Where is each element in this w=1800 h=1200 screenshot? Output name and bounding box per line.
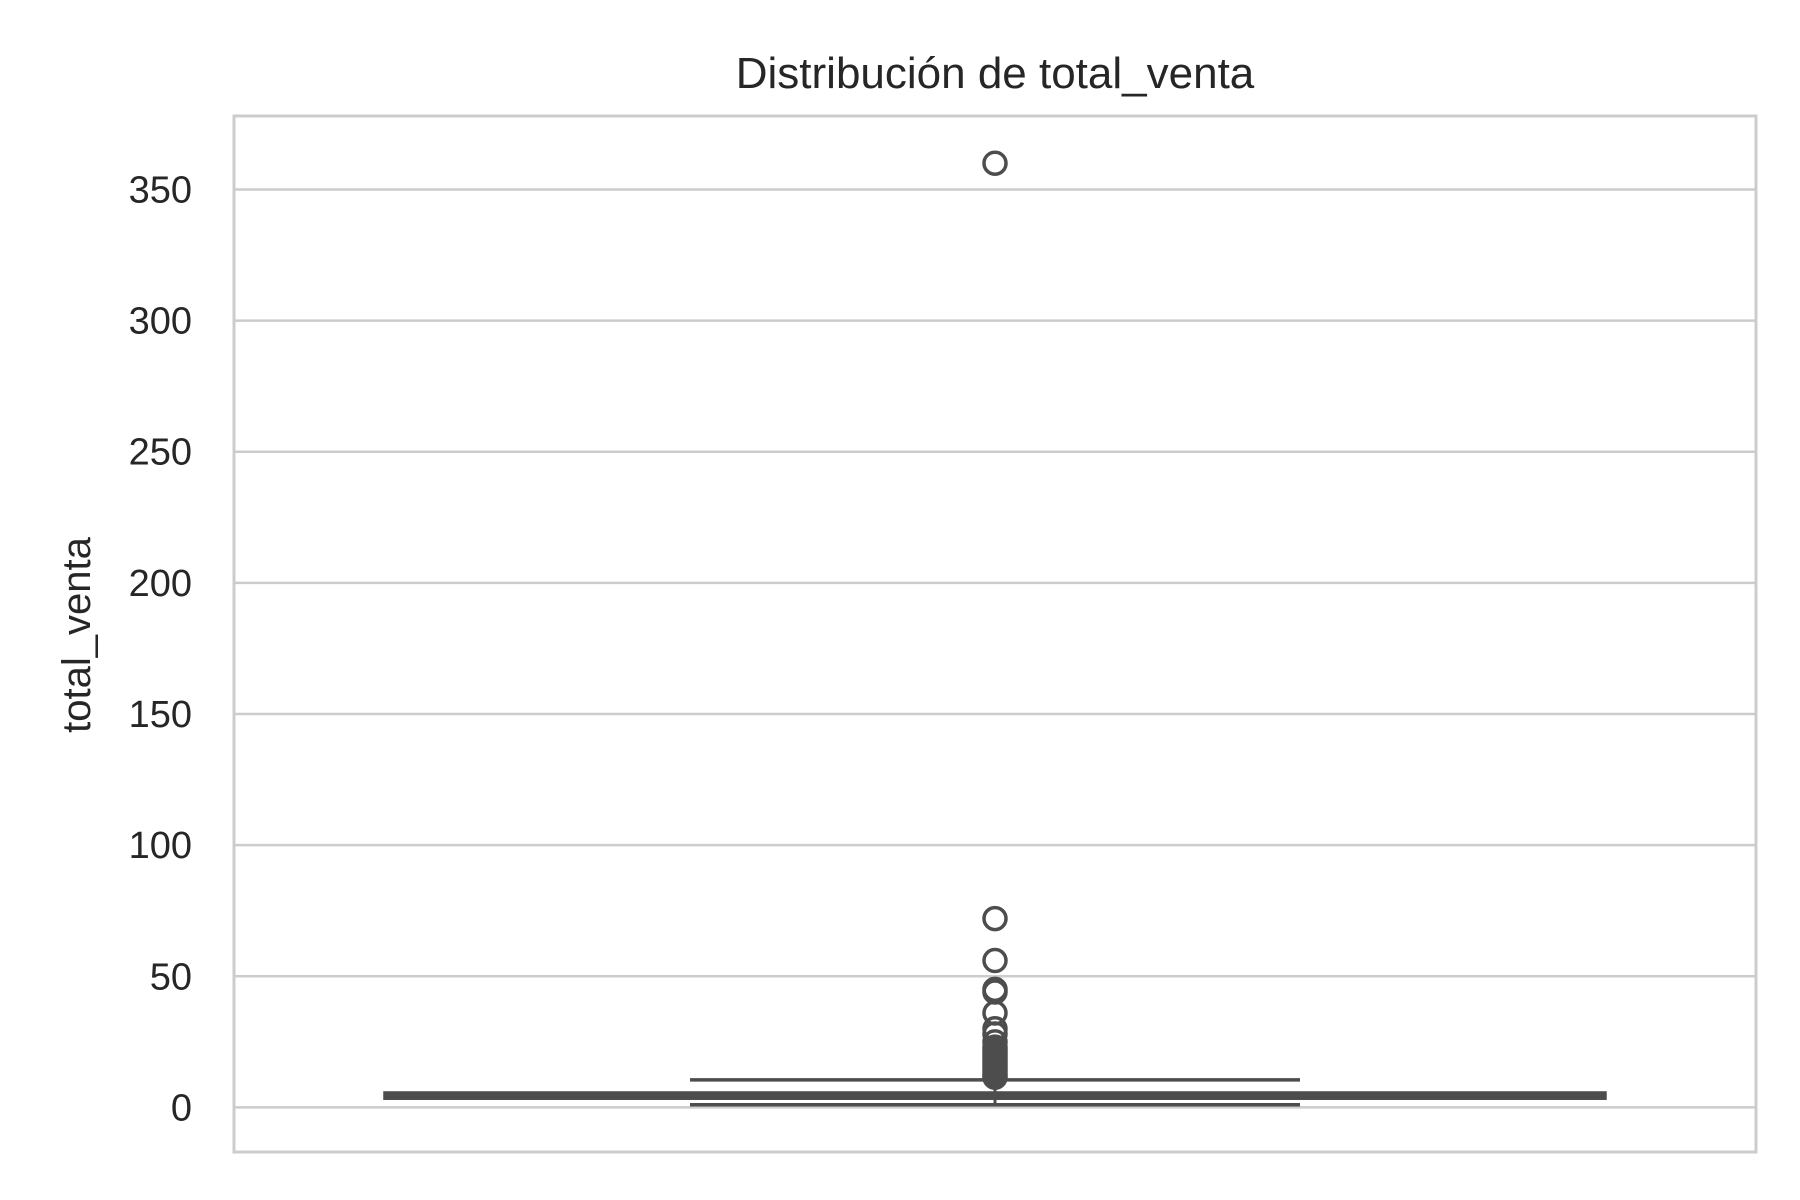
y-tick-label: 300 bbox=[129, 301, 192, 343]
y-tick-label: 0 bbox=[171, 1087, 192, 1129]
grid-layer bbox=[234, 188, 1756, 1109]
y-tick-label: 150 bbox=[129, 694, 192, 736]
plot-frame bbox=[232, 114, 1758, 1154]
outlier-layer bbox=[982, 150, 1008, 1091]
outlier-point bbox=[982, 1064, 1008, 1091]
outlier-point bbox=[982, 947, 1008, 974]
y-axis-label: total_venta bbox=[55, 536, 99, 732]
y-tick-label: 100 bbox=[129, 825, 192, 867]
outlier-point bbox=[982, 905, 1008, 932]
chart-title: Distribución de total_venta bbox=[736, 49, 1255, 98]
y-tick-labels: 0 50 100 150 200 250 300 350 bbox=[129, 169, 192, 1129]
y-tick-label: 250 bbox=[129, 432, 192, 474]
y-tick-label: 200 bbox=[129, 563, 192, 605]
box-layer bbox=[383, 1078, 1607, 1107]
y-tick-label: 50 bbox=[150, 956, 192, 998]
y-tick-label: 350 bbox=[129, 169, 192, 211]
outlier-point bbox=[982, 150, 1008, 176]
